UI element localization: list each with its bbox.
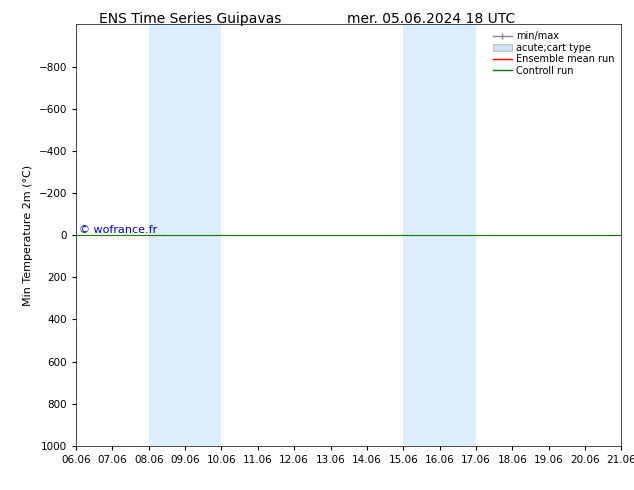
Text: mer. 05.06.2024 18 UTC: mer. 05.06.2024 18 UTC (347, 12, 515, 26)
Bar (403, 24, 476, 446)
Y-axis label: Min Temperature 2m (°C): Min Temperature 2m (°C) (23, 165, 33, 306)
Text: ENS Time Series Guipavas: ENS Time Series Guipavas (99, 12, 281, 26)
Bar (149, 24, 221, 446)
Text: © wofrance.fr: © wofrance.fr (79, 225, 157, 235)
Legend: min/max, acute;cart type, Ensemble mean run, Controll run: min/max, acute;cart type, Ensemble mean … (491, 29, 616, 77)
